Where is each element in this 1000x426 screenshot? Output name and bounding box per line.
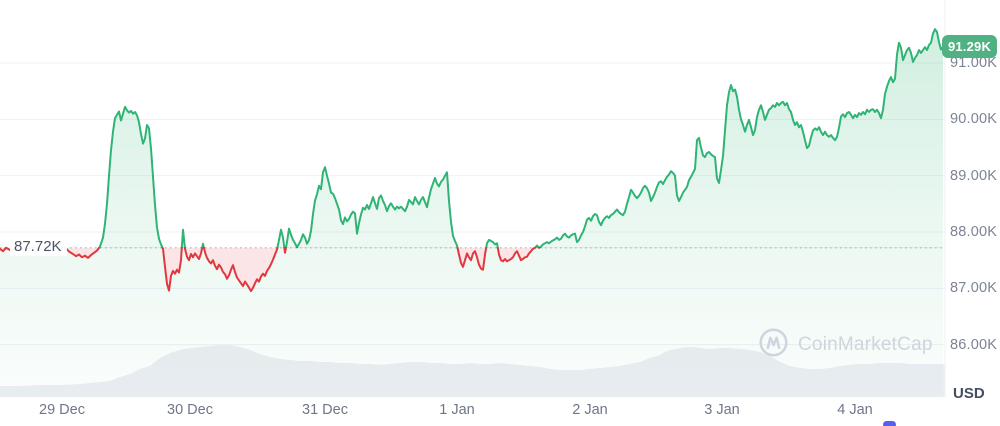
previous-close-label: 87.72K — [10, 237, 67, 256]
blue-indicator-dot — [883, 421, 896, 426]
coinmarketcap-watermark: CoinMarketCap — [758, 327, 933, 363]
y-axis-label: 86.00K — [950, 337, 998, 353]
price-line-down — [0, 247, 542, 293]
y-axis-label: 90.00K — [950, 111, 998, 127]
coinmarketcap-logo-icon — [758, 327, 789, 363]
price-area-fill-up — [0, 29, 943, 397]
x-axis-label: 4 Jan — [837, 402, 873, 418]
y-axis-label: 87.00K — [950, 280, 998, 296]
x-axis-label: 31 Dec — [302, 402, 348, 418]
x-axis-label: 29 Dec — [39, 402, 85, 418]
y-axis-label: 88.00K — [950, 224, 998, 240]
x-axis-label: 3 Jan — [704, 402, 740, 418]
currency-unit-label: USD — [953, 385, 985, 402]
y-axis-label: 91.00K — [950, 55, 998, 71]
x-axis-label: 30 Dec — [167, 402, 213, 418]
price-line-up — [0, 28, 944, 249]
watermark-text: CoinMarketCap — [798, 334, 933, 355]
x-axis-label: 1 Jan — [439, 402, 475, 418]
y-axis-label: 89.00K — [950, 168, 998, 184]
price-area-fill-down — [0, 247, 943, 292]
x-axis-label: 2 Jan — [572, 402, 608, 418]
current-price-badge: 91.29K — [942, 35, 997, 58]
